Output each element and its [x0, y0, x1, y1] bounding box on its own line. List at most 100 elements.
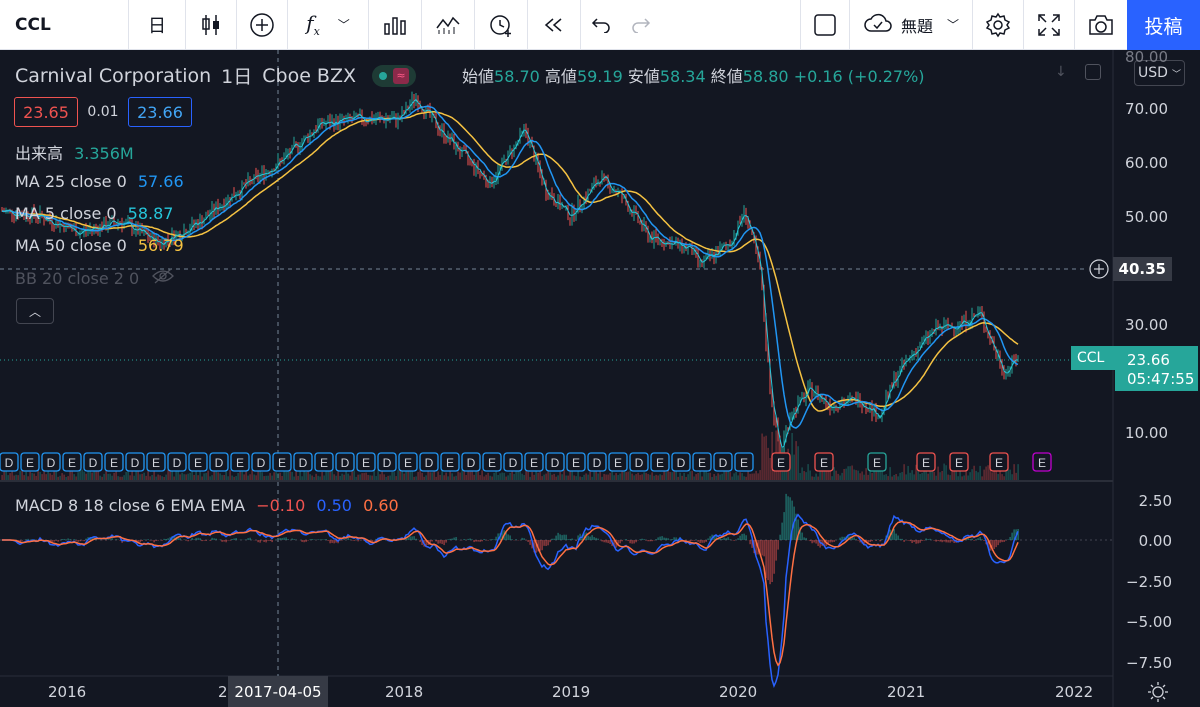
ma50-legend[interactable]: MA 50 close 0 56.79 — [15, 236, 184, 255]
volume-bar — [647, 474, 649, 480]
redo-icon[interactable] — [621, 0, 661, 50]
add-alert-plus-icon[interactable] — [1089, 259, 1109, 279]
earnings-marker-box[interactable] — [272, 452, 292, 472]
camera-icon[interactable] — [1075, 0, 1127, 50]
volume-bar — [559, 471, 561, 480]
undo-icon[interactable] — [581, 0, 621, 50]
earnings-marker-box[interactable] — [587, 452, 607, 472]
maximize-pane-icon[interactable] — [1085, 64, 1101, 80]
earnings-marker-box[interactable] — [356, 452, 376, 472]
macd-hist-bar — [625, 539, 627, 540]
bb-legend[interactable]: BB 20 close 2 0 — [15, 268, 175, 288]
earnings-marker-box[interactable] — [629, 452, 649, 472]
volume-bar — [81, 469, 83, 480]
macd-hist-bar — [481, 540, 483, 542]
eye-hidden-icon[interactable] — [152, 268, 175, 288]
compare-plus-icon[interactable] — [237, 0, 287, 50]
volume-bar — [299, 470, 301, 480]
earnings-marker-box[interactable] — [146, 452, 166, 472]
macd-legend[interactable]: MACD 8 18 close 6 EMA EMA −0.10 0.50 0.6… — [15, 496, 399, 515]
volume-legend[interactable]: 出来高 3.356M — [15, 140, 134, 164]
earnings-marker-box[interactable] — [440, 452, 460, 472]
settings-gear-icon[interactable] — [973, 0, 1023, 50]
ma5-legend[interactable]: MA 5 close 0 58.87 — [15, 204, 173, 223]
earnings-marker-box[interactable] — [713, 452, 733, 472]
earnings-marker-box[interactable] — [188, 452, 208, 472]
earnings-marker-box[interactable] — [482, 452, 502, 472]
earnings-marker-box[interactable] — [771, 452, 791, 472]
volume-bar — [495, 470, 497, 480]
earnings-marker-box[interactable] — [734, 452, 754, 472]
symbol-legend[interactable]: Carnival Corporation 1日 Cboe BZX ≈ — [15, 62, 416, 89]
volume-bar — [679, 472, 681, 480]
earnings-marker-box[interactable] — [671, 452, 691, 472]
earnings-marker-box[interactable] — [335, 452, 355, 472]
macd-hist-bar — [301, 540, 303, 542]
arrow-down-icon[interactable]: ↓ — [1055, 64, 1067, 80]
replay-icon[interactable] — [528, 0, 580, 50]
compare-chart-icon[interactable] — [422, 0, 474, 50]
macd-hist-bar — [85, 538, 87, 540]
earnings-marker-box[interactable] — [83, 452, 103, 472]
earnings-marker-box[interactable] — [62, 452, 82, 472]
macd-hist-bar — [915, 540, 917, 544]
earnings-marker-box[interactable] — [566, 452, 586, 472]
earnings-marker-box[interactable] — [377, 452, 397, 472]
earnings-marker-box[interactable] — [608, 452, 628, 472]
bid-button[interactable]: 23.65 — [14, 97, 78, 127]
earnings-marker-box[interactable] — [1032, 452, 1052, 472]
market-status-icon[interactable]: ≈ — [372, 64, 416, 87]
currency-select[interactable]: USD ﹀ — [1134, 60, 1185, 86]
volume-bar — [165, 474, 167, 480]
earnings-marker-box[interactable] — [293, 452, 313, 472]
earnings-marker-box[interactable] — [209, 452, 229, 472]
earnings-marker-box[interactable] — [0, 452, 19, 472]
earnings-marker-box[interactable] — [461, 452, 481, 472]
earnings-marker-box[interactable] — [167, 452, 187, 472]
earnings-marker-box[interactable] — [398, 452, 418, 472]
earnings-marker-box[interactable] — [230, 452, 250, 472]
earnings-marker-box[interactable] — [692, 452, 712, 472]
volume-bar — [799, 473, 801, 480]
interval-button[interactable]: 日 — [148, 15, 166, 37]
earnings-marker-box[interactable] — [916, 452, 936, 472]
ask-button[interactable]: 23.66 — [128, 97, 192, 127]
volume-bar — [215, 470, 217, 480]
candlestick-icon[interactable] — [186, 0, 236, 50]
macd-hist-bar — [323, 539, 325, 540]
layout-button[interactable]: 無題 ﹀ — [850, 0, 972, 50]
indicators-button[interactable]: fx ﹀ — [288, 0, 368, 50]
earnings-marker-box[interactable] — [20, 452, 40, 472]
earnings-marker-box[interactable] — [419, 452, 439, 472]
templates-icon[interactable] — [369, 0, 421, 50]
alert-clock-icon[interactable] — [475, 0, 527, 50]
symbol-search-button[interactable]: CCL — [15, 14, 51, 35]
volume-bar — [163, 476, 165, 480]
macd-hist-bar — [77, 540, 79, 542]
ma25-legend[interactable]: MA 25 close 0 57.66 — [15, 172, 184, 191]
earnings-marker-box[interactable] — [104, 452, 124, 472]
earnings-marker-box[interactable] — [989, 452, 1009, 472]
fullscreen-square-icon[interactable] — [801, 0, 849, 50]
publish-button[interactable]: 投稿 — [1127, 0, 1200, 50]
sun-settings-icon[interactable] — [1147, 681, 1169, 707]
earnings-marker-box[interactable] — [650, 452, 670, 472]
earnings-marker-box[interactable] — [41, 452, 61, 472]
earnings-marker-box[interactable] — [503, 452, 523, 472]
earnings-marker-box[interactable] — [949, 452, 969, 472]
macd-hist-bar — [663, 537, 665, 540]
macd-hist-bar — [521, 537, 523, 540]
earnings-marker-label: E — [873, 456, 881, 470]
earnings-marker-box[interactable] — [314, 452, 334, 472]
earnings-marker-box[interactable] — [251, 452, 271, 472]
collapse-legend-button[interactable]: ︿ — [16, 298, 54, 324]
earnings-marker-box[interactable] — [814, 452, 834, 472]
fullscreen-icon[interactable] — [1024, 0, 1074, 50]
earnings-marker-box[interactable] — [867, 452, 887, 472]
earnings-marker-box[interactable] — [545, 452, 565, 472]
earnings-marker-box[interactable] — [125, 452, 145, 472]
earnings-marker-box[interactable] — [524, 452, 544, 472]
volume-bar — [925, 469, 927, 480]
